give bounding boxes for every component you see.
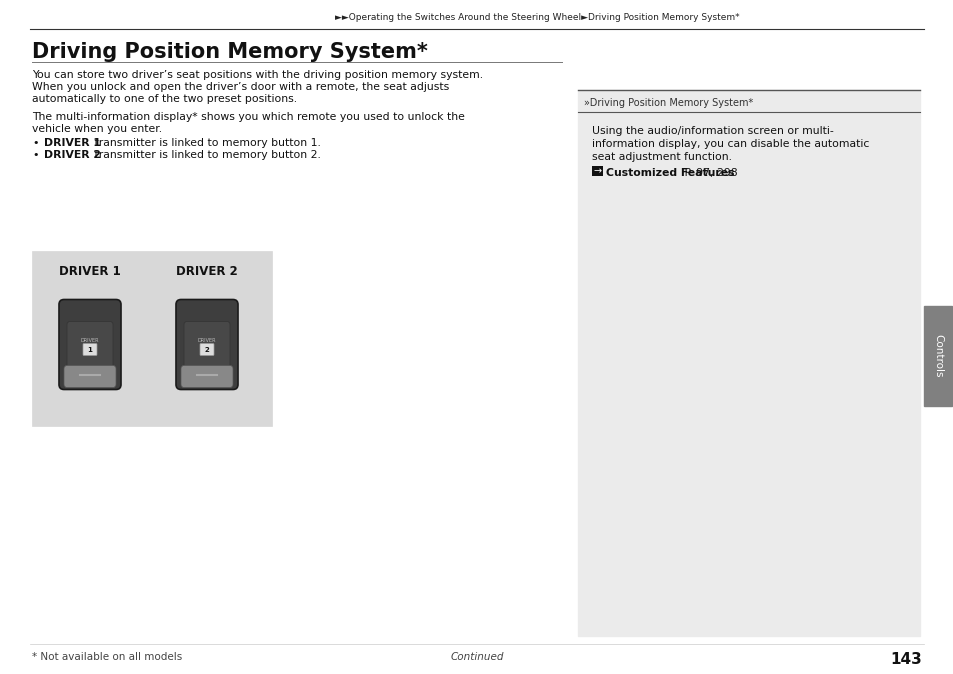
FancyBboxPatch shape xyxy=(184,321,230,377)
Text: DRIVER 2: DRIVER 2 xyxy=(176,265,237,278)
Text: Using the audio/information screen or multi-: Using the audio/information screen or mu… xyxy=(592,126,833,136)
Bar xyxy=(32,251,272,426)
FancyBboxPatch shape xyxy=(175,299,237,390)
Text: seat adjustment function.: seat adjustment function. xyxy=(592,152,731,162)
FancyBboxPatch shape xyxy=(592,166,602,176)
FancyBboxPatch shape xyxy=(200,344,213,355)
Bar xyxy=(578,90,919,636)
Text: transmitter is linked to memory button 1.: transmitter is linked to memory button 1… xyxy=(91,138,320,148)
Text: Controls: Controls xyxy=(932,334,942,377)
Text: DRIVER 1: DRIVER 1 xyxy=(44,138,101,148)
FancyBboxPatch shape xyxy=(59,299,121,390)
Text: * Not available on all models: * Not available on all models xyxy=(32,652,182,662)
Text: information display, you can disable the automatic: information display, you can disable the… xyxy=(592,139,868,149)
FancyBboxPatch shape xyxy=(181,365,233,388)
Text: •: • xyxy=(32,138,38,148)
Text: Driving Position Memory System*: Driving Position Memory System* xyxy=(32,42,428,62)
Text: transmitter is linked to memory button 2.: transmitter is linked to memory button 2… xyxy=(91,150,320,160)
Text: DRIVER: DRIVER xyxy=(81,338,99,343)
Text: DRIVER: DRIVER xyxy=(197,338,216,343)
FancyBboxPatch shape xyxy=(67,321,112,377)
Text: P. 97, 298: P. 97, 298 xyxy=(680,168,737,178)
Text: •: • xyxy=(32,150,38,160)
Text: »Driving Position Memory System*: »Driving Position Memory System* xyxy=(583,98,753,108)
Bar xyxy=(923,306,951,406)
Text: Customized Features: Customized Features xyxy=(605,168,734,178)
Text: When you unlock and open the driver’s door with a remote, the seat adjusts: When you unlock and open the driver’s do… xyxy=(32,82,449,92)
Text: ►►Operating the Switches Around the Steering Wheel►Driving Position Memory Syste: ►►Operating the Switches Around the Stee… xyxy=(335,13,739,22)
Text: The multi-information display* shows you which remote you used to unlock the: The multi-information display* shows you… xyxy=(32,112,464,122)
Text: Continued: Continued xyxy=(450,652,503,662)
Text: 1: 1 xyxy=(88,346,92,353)
Text: 143: 143 xyxy=(889,652,921,667)
Text: You can store two driver’s seat positions with the driving position memory syste: You can store two driver’s seat position… xyxy=(32,70,482,80)
Text: →: → xyxy=(593,166,601,176)
Text: DRIVER 1: DRIVER 1 xyxy=(59,265,121,278)
Text: vehicle when you enter.: vehicle when you enter. xyxy=(32,124,162,134)
Text: automatically to one of the two preset positions.: automatically to one of the two preset p… xyxy=(32,94,296,104)
FancyBboxPatch shape xyxy=(83,344,97,355)
Text: DRIVER 2: DRIVER 2 xyxy=(44,150,101,160)
Text: 2: 2 xyxy=(204,346,209,353)
FancyBboxPatch shape xyxy=(64,365,116,388)
